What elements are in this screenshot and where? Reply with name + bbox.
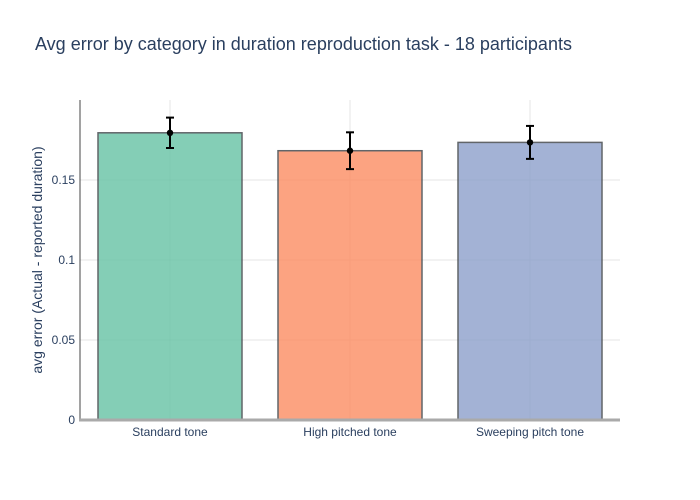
y-tick-labels: 0 0.05 0.1 0.15 (52, 173, 76, 427)
bar-standard-tone (97, 132, 243, 421)
x-tick-label: High pitched tone (303, 425, 397, 439)
axes (79, 100, 620, 422)
y-tick-label: 0.05 (52, 333, 76, 347)
mean-point (526, 139, 534, 146)
bar-sweeping-pitch-tone (457, 141, 603, 421)
y-tick-label: 0.1 (58, 253, 75, 267)
x-tick-labels: Standard tone High pitched tone Sweeping p… (132, 425, 584, 439)
mean-point (346, 147, 354, 154)
bars (97, 132, 603, 421)
bar-high-pitched-tone (277, 149, 423, 421)
x-tick-label: Sweeping pitch tone (476, 425, 584, 439)
y-tick-label: 0.15 (52, 173, 76, 187)
y-tick-label: 0 (68, 413, 75, 427)
mean-point (166, 129, 174, 136)
y-axis-label: avg error (Actual - reported duration) (29, 146, 45, 373)
chart-title: Avg error by category in duration reprod… (35, 34, 572, 54)
x-tick-label: Standard tone (132, 425, 208, 439)
error-bars (166, 116, 534, 171)
